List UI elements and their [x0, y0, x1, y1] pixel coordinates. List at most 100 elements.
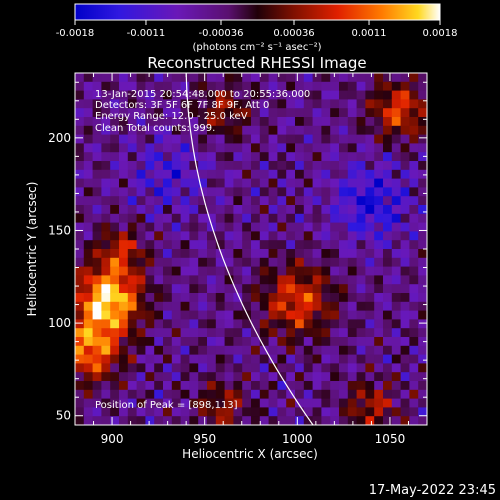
heatmap-cell — [145, 205, 155, 215]
heatmap-cell — [207, 213, 217, 223]
heatmap-cell — [295, 125, 305, 135]
heatmap-cell — [330, 284, 340, 294]
heatmap-cell — [268, 117, 278, 127]
heatmap-cell — [286, 372, 296, 382]
heatmap-cell — [286, 178, 296, 188]
heatmap-cell — [312, 416, 322, 425]
heatmap-cell — [409, 372, 419, 382]
heatmap-cell — [259, 90, 269, 100]
heatmap-cell — [277, 178, 287, 188]
heatmap-cell — [312, 293, 322, 303]
heatmap-cell — [277, 161, 287, 171]
heatmap-cell — [242, 117, 252, 127]
heatmap-cell — [347, 222, 357, 232]
heatmap-cell — [400, 337, 410, 347]
heatmap-cell — [171, 310, 181, 320]
heatmap-cell — [189, 187, 199, 197]
heatmap-cell — [356, 99, 366, 109]
heatmap-cell — [224, 231, 234, 241]
heatmap-cell — [92, 240, 102, 250]
heatmap-cell — [347, 125, 357, 135]
heatmap-cell — [286, 187, 296, 197]
heatmap-cell — [418, 337, 427, 347]
heatmap-cell — [92, 134, 102, 144]
heatmap-cell — [110, 134, 120, 144]
heatmap-cell — [391, 328, 401, 338]
heatmap-cell — [268, 222, 278, 232]
heatmap-cell — [418, 196, 427, 206]
heatmap-cell — [321, 90, 331, 100]
heatmap-cell — [180, 196, 190, 206]
heatmap-cell — [409, 240, 419, 250]
heatmap-cell — [277, 266, 287, 276]
heatmap-cell — [330, 169, 340, 179]
heatmap-cell — [330, 152, 340, 162]
heatmap-cell — [136, 416, 146, 425]
heatmap-cell — [198, 152, 208, 162]
heatmap-cell — [391, 398, 401, 408]
heatmap-cell — [110, 337, 120, 347]
heatmap-cell — [286, 345, 296, 355]
heatmap-cell — [339, 266, 349, 276]
heatmap-cell — [180, 398, 190, 408]
heatmap-cell — [171, 222, 181, 232]
heatmap-cell — [163, 125, 173, 135]
heatmap-cell — [127, 205, 137, 215]
heatmap-cell — [180, 310, 190, 320]
heatmap-cell — [303, 301, 313, 311]
heatmap-cell — [374, 319, 384, 329]
annotation-detectors: Detectors: 3F 5F 6F 7F 8F 9F, Att 0 — [95, 100, 269, 111]
heatmap-cell — [233, 249, 243, 259]
heatmap-cell — [286, 108, 296, 118]
heatmap-cell — [339, 416, 349, 425]
heatmap-cell — [303, 407, 313, 417]
heatmap-cell — [171, 169, 181, 179]
heatmap-cell — [347, 117, 357, 127]
heatmap-cell — [286, 117, 296, 127]
heatmap-cell — [339, 169, 349, 179]
heatmap-cell — [207, 117, 217, 127]
heatmap-cell — [374, 178, 384, 188]
heatmap-cell — [207, 389, 217, 399]
heatmap-cell — [321, 99, 331, 109]
heatmap-cell — [286, 249, 296, 259]
heatmap-cell — [92, 301, 102, 311]
heatmap-cell — [207, 125, 217, 135]
heatmap-cell — [83, 319, 93, 329]
heatmap-cell — [268, 249, 278, 259]
heatmap-cell — [321, 222, 331, 232]
heatmap-cell — [277, 363, 287, 373]
heatmap-cell — [312, 398, 322, 408]
heatmap-cell — [374, 117, 384, 127]
heatmap-cell — [101, 143, 111, 153]
heatmap-cell — [127, 187, 137, 197]
heatmap-cell — [347, 398, 357, 408]
heatmap-cell — [303, 73, 313, 83]
heatmap-cell — [145, 81, 155, 91]
heatmap-cell — [409, 99, 419, 109]
heatmap-cell — [242, 293, 252, 303]
heatmap-cell — [154, 213, 164, 223]
heatmap-cell — [409, 398, 419, 408]
heatmap-cell — [215, 143, 225, 153]
heatmap-cell — [259, 169, 269, 179]
heatmap-cell — [374, 275, 384, 285]
heatmap-cell — [145, 108, 155, 118]
heatmap-cell — [242, 301, 252, 311]
heatmap-cell — [189, 143, 199, 153]
heatmap-cell — [180, 275, 190, 285]
heatmap-cell — [242, 407, 252, 417]
heatmap-cell — [171, 416, 181, 425]
heatmap-cell — [119, 301, 129, 311]
heatmap-cell — [154, 257, 164, 267]
heatmap-cell — [145, 381, 155, 391]
heatmap-cell — [75, 257, 85, 267]
heatmap-cell — [356, 213, 366, 223]
heatmap-cell — [101, 389, 111, 399]
heatmap-cell — [347, 310, 357, 320]
heatmap-cell — [347, 134, 357, 144]
heatmap-cell — [356, 231, 366, 241]
heatmap-cell — [418, 266, 427, 276]
heatmap-cell — [83, 134, 93, 144]
heatmap-cell — [75, 213, 85, 223]
